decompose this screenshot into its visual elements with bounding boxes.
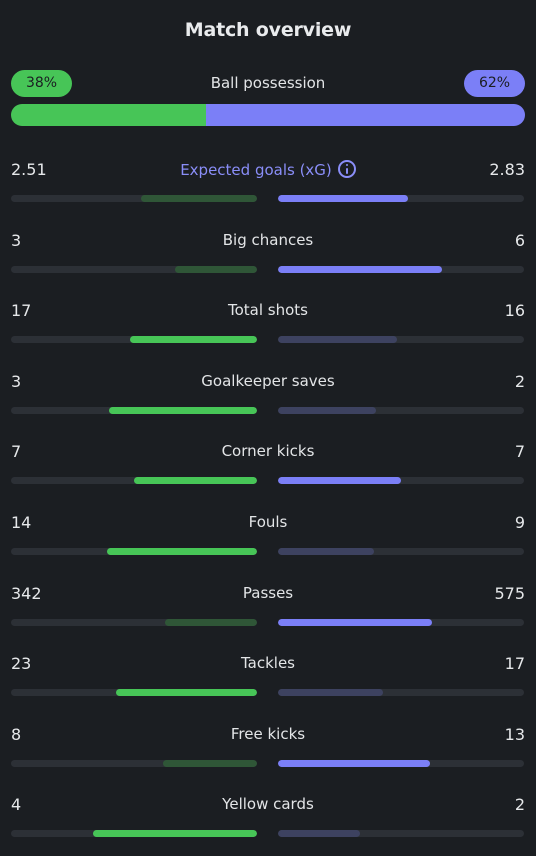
home-stat-fill	[107, 548, 257, 555]
home-stat-value: 3	[11, 231, 22, 250]
home-stat-value: 14	[11, 513, 32, 532]
away-stat-bar	[278, 195, 524, 202]
page-title: Match overview	[184, 19, 352, 41]
info-icon[interactable]	[337, 160, 356, 178]
home-stat-fill	[93, 830, 257, 837]
home-stat-bar	[11, 407, 257, 414]
stat-name-label: Yellow cards	[222, 795, 314, 813]
away-stat-bar	[278, 266, 524, 273]
stat-name: Total shots	[11, 301, 525, 319]
stat-name-label: Expected goals (xG)	[180, 161, 332, 179]
away-stat-bar	[278, 830, 524, 837]
away-stat-bar	[278, 336, 524, 343]
stat-row: 3 Goalkeeper saves 2	[11, 372, 525, 422]
possession-header: 38% Ball possession 62%	[11, 70, 525, 98]
away-stat-value: 2.83	[489, 160, 525, 179]
stat-name[interactable]: Expected goals (xG)	[11, 160, 525, 179]
away-stat-value: 6	[514, 231, 525, 250]
home-stat-value: 342	[11, 584, 42, 603]
home-stat-fill	[141, 195, 257, 202]
away-stat-value: 2	[514, 795, 525, 814]
home-stat-bar	[11, 619, 257, 626]
away-stat-value: 2	[514, 372, 525, 391]
home-stat-bar	[11, 195, 257, 202]
home-stat-fill	[134, 477, 257, 484]
home-stat-bar	[11, 336, 257, 343]
possession-label: Ball possession	[210, 74, 326, 92]
stat-row: 342 Passes 575	[11, 584, 525, 634]
away-stat-fill	[278, 548, 375, 555]
home-stat-value: 2.51	[11, 160, 47, 179]
away-stat-value: 17	[504, 654, 525, 673]
home-stat-fill	[109, 407, 257, 414]
away-stat-fill	[278, 407, 377, 414]
home-stat-bar	[11, 266, 257, 273]
home-stat-fill	[165, 619, 257, 626]
away-stat-bar	[278, 619, 524, 626]
stat-name-label: Corner kicks	[221, 442, 315, 460]
away-stat-bar	[278, 548, 524, 555]
stat-name-label: Fouls	[248, 513, 288, 531]
stat-row: 17 Total shots 16	[11, 301, 525, 351]
away-possession-badge: 62%	[464, 70, 525, 97]
stat-row: 3 Big chances 6	[11, 231, 525, 281]
away-stat-fill	[278, 689, 383, 696]
stat-name-label: Tackles	[240, 654, 296, 672]
stat-row: 8 Free kicks 13	[11, 725, 525, 775]
stat-row: 23 Tackles 17	[11, 654, 525, 704]
home-stat-fill	[130, 336, 257, 343]
home-stat-bar	[11, 830, 257, 837]
away-stat-fill	[278, 619, 433, 626]
stat-name-label: Free kicks	[230, 725, 306, 743]
stat-row: 2.51 Expected goals (xG) 2.83	[11, 160, 525, 210]
away-stat-value: 16	[504, 301, 525, 320]
home-stat-fill	[163, 760, 257, 767]
away-stat-fill	[278, 830, 360, 837]
away-stat-bar	[278, 477, 524, 484]
stat-name-label: Passes	[242, 584, 294, 602]
away-stat-value: 9	[514, 513, 525, 532]
home-stat-bar	[11, 689, 257, 696]
away-stat-fill	[278, 760, 431, 767]
away-stat-value: 575	[494, 584, 525, 603]
home-stat-value: 23	[11, 654, 32, 673]
home-stat-value: 4	[11, 795, 22, 814]
away-stat-bar	[278, 689, 524, 696]
stat-name-label: Goalkeeper saves	[201, 372, 335, 390]
stat-row: 4 Yellow cards 2	[11, 795, 525, 845]
away-stat-bar	[278, 760, 524, 767]
away-possession-fill	[206, 104, 525, 126]
away-stat-fill	[278, 477, 401, 484]
possession-bar	[11, 104, 525, 126]
stat-name: Big chances	[11, 231, 525, 249]
home-stat-value: 8	[11, 725, 22, 744]
stat-name: Yellow cards	[11, 795, 525, 813]
home-stat-fill	[175, 266, 257, 273]
stat-name: Goalkeeper saves	[11, 372, 525, 390]
home-stat-bar	[11, 548, 257, 555]
stat-name: Corner kicks	[11, 442, 525, 460]
home-stat-value: 7	[11, 442, 22, 461]
stat-row: 7 Corner kicks 7	[11, 442, 525, 492]
away-stat-fill	[278, 336, 398, 343]
stat-row: 14 Fouls 9	[11, 513, 525, 563]
away-stat-fill	[278, 195, 409, 202]
home-stat-value: 3	[11, 372, 22, 391]
stat-name: Passes	[11, 584, 525, 602]
home-stat-bar	[11, 477, 257, 484]
away-stat-bar	[278, 407, 524, 414]
stat-name-label: Big chances	[222, 231, 314, 249]
stat-name: Tackles	[11, 654, 525, 672]
home-possession-badge: 38%	[11, 70, 72, 97]
stat-name: Free kicks	[11, 725, 525, 743]
home-stat-bar	[11, 760, 257, 767]
home-stat-fill	[115, 689, 257, 696]
stat-name-label: Total shots	[228, 301, 308, 319]
away-stat-value: 7	[514, 442, 525, 461]
stat-name: Fouls	[11, 513, 525, 531]
away-stat-value: 13	[504, 725, 525, 744]
home-possession-fill	[11, 104, 207, 126]
home-stat-value: 17	[11, 301, 32, 320]
away-stat-fill	[278, 266, 442, 273]
